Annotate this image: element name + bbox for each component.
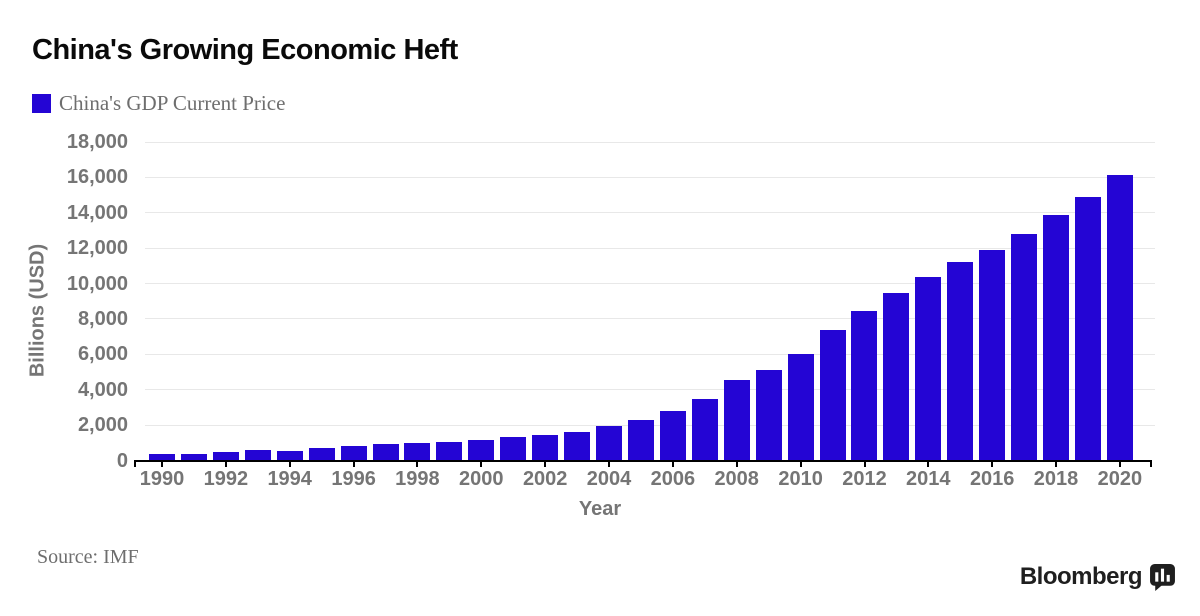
bar-2002	[532, 434, 558, 461]
bar-2017	[1011, 233, 1037, 461]
bar-2012	[851, 310, 877, 461]
bar-1992	[213, 451, 239, 461]
x-tick-2004	[608, 461, 610, 467]
x-tick-2002	[544, 461, 547, 467]
gridline-12,000	[145, 247, 1155, 249]
y-tick-label: 0	[116, 449, 128, 472]
chart-title: China's Growing Economic Heft	[32, 34, 458, 66]
bar-2004	[596, 425, 622, 461]
x-tick-label: 1992	[203, 468, 249, 490]
x-axis-title: Year	[578, 498, 622, 520]
x-tick-label: 1990	[139, 468, 185, 490]
bar-2007	[692, 398, 718, 461]
bloomberg-wordmark: Bloomberg	[1019, 563, 1143, 590]
x-tick-2012	[863, 461, 866, 467]
bar-2014	[915, 276, 941, 461]
y-tick-label: 12,000	[66, 237, 128, 260]
bar-1998	[404, 442, 430, 461]
gridline-16,000	[145, 176, 1155, 178]
x-axis-line	[134, 459, 1152, 462]
x-tick-2000	[480, 461, 483, 467]
x-tick-label: 1996	[331, 468, 376, 490]
legend-label: China's GDP Current Price	[59, 91, 286, 115]
x-tick-label: 2020	[1097, 468, 1143, 490]
legend-swatch-icon	[32, 93, 51, 113]
x-tick-label: 2008	[714, 468, 759, 490]
gridline-18,000	[145, 141, 1155, 143]
y-tick-label: 16,000	[66, 166, 128, 189]
bar-1996	[341, 445, 367, 461]
x-tick-2008	[735, 461, 738, 467]
y-tick-label: 10,000	[66, 272, 128, 295]
x-tick-label: 2014	[906, 468, 951, 490]
y-tick-label: 4,000	[77, 378, 128, 401]
bar-1991	[181, 453, 207, 461]
y-tick-label: 8,000	[77, 307, 128, 330]
bar-2016	[979, 249, 1005, 461]
bar-2001	[500, 436, 526, 461]
gridline-6,000	[145, 353, 1155, 355]
bar-2003	[564, 431, 590, 461]
axis-end-tick-right	[1150, 461, 1152, 467]
gridline-14,000	[145, 212, 1155, 214]
bar-2015	[947, 261, 973, 461]
bar-2009	[756, 369, 782, 461]
bar-2011	[820, 329, 846, 461]
x-tick-label: 2010	[778, 468, 823, 490]
bar-2010	[788, 353, 814, 461]
bar-2019	[1075, 196, 1101, 461]
bar-2006	[660, 410, 686, 461]
y-tick-label: 14,000	[66, 201, 128, 224]
x-tick-1992	[224, 461, 227, 467]
x-tick-1990	[161, 461, 163, 467]
y-tick-label: 6,000	[77, 343, 128, 366]
y-tick-label: 18,000	[66, 131, 128, 153]
x-tick-label: 2000	[459, 468, 504, 490]
bar-chart-speech-bubble-icon	[1150, 563, 1175, 591]
bar-1997	[373, 443, 399, 461]
legend: China's GDP Current Price	[32, 92, 285, 114]
bar-1993	[245, 449, 271, 461]
axis-end-tick-left	[134, 461, 136, 467]
bar-1990	[149, 453, 175, 461]
x-tick-2014	[927, 461, 930, 467]
bar-2013	[883, 292, 909, 461]
x-tick-label: 2016	[969, 468, 1015, 490]
source-note: Source: IMF	[37, 546, 139, 568]
x-tick-2018	[1055, 461, 1057, 467]
x-tick-label: 2006	[650, 468, 696, 490]
x-tick-1998	[416, 461, 419, 467]
x-tick-1996	[352, 461, 355, 467]
x-tick-2006	[671, 461, 674, 467]
bar-2020	[1107, 174, 1133, 461]
bar-2005	[628, 419, 654, 461]
gridline-10,000	[145, 283, 1155, 285]
bar-2018	[1043, 214, 1069, 461]
x-tick-label: 2018	[1033, 468, 1079, 490]
x-tick-2010	[799, 461, 802, 467]
x-tick-label: 2012	[842, 468, 887, 490]
bar-1994	[277, 450, 303, 461]
x-tick-2016	[991, 461, 994, 467]
bar-2000	[468, 439, 494, 461]
x-tick-label: 1994	[267, 468, 312, 490]
y-tick-label: 2,000	[77, 414, 128, 437]
bloomberg-logo: Bloomberg	[1020, 563, 1175, 591]
x-tick-1994	[288, 461, 291, 467]
bar-2008	[724, 379, 750, 461]
x-tick-label: 1998	[395, 468, 440, 490]
gridline-4,000	[145, 389, 1155, 391]
bar-1995	[309, 447, 335, 461]
x-tick-label: 2004	[586, 468, 632, 490]
x-tick-2020	[1118, 461, 1121, 467]
gridline-8,000	[145, 318, 1155, 320]
bar-1999	[436, 441, 462, 461]
x-tick-label: 2002	[522, 468, 568, 490]
